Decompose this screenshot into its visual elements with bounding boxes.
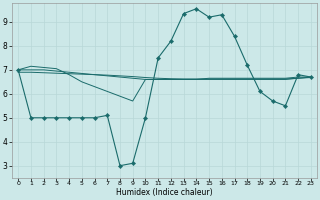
X-axis label: Humidex (Indice chaleur): Humidex (Indice chaleur) bbox=[116, 188, 213, 197]
